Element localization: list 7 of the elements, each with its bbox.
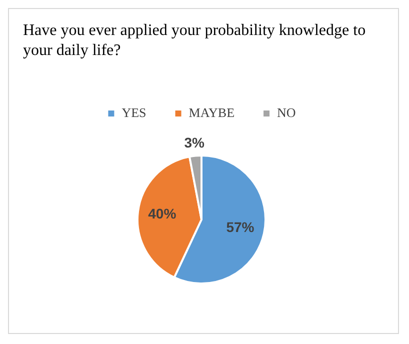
legend-label: NO [277,104,296,120]
data-label: 3% [184,134,206,151]
chart-title: Have you ever applied your probability knowledge to your daily life? [22,21,367,61]
data-label: 57% [226,219,255,236]
legend-label: YES [122,104,146,120]
legend-label: MAYBE [188,104,235,120]
data-label: 40% [148,205,177,222]
